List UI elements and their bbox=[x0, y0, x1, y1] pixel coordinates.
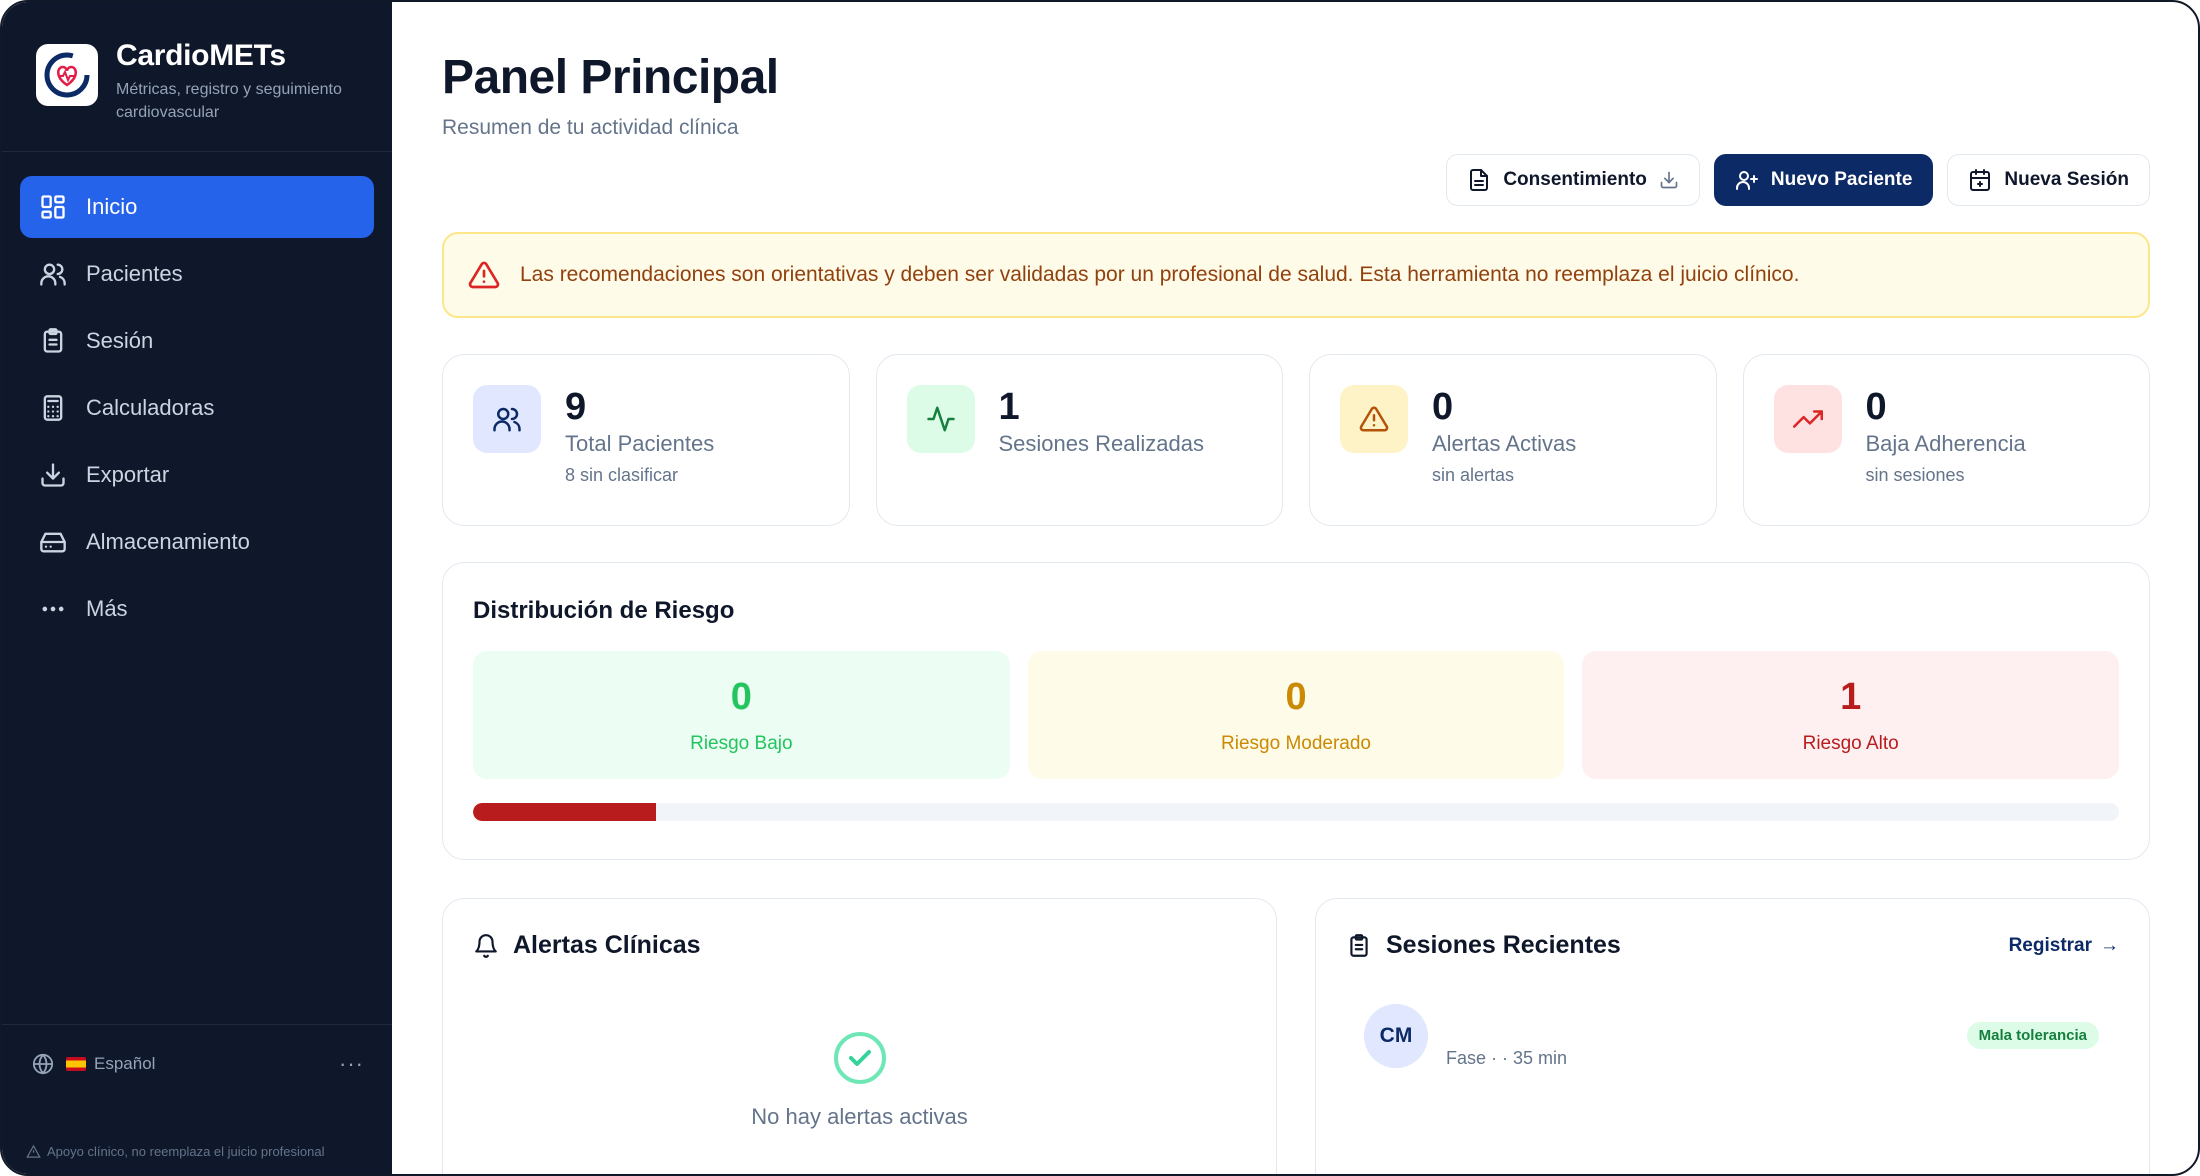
stat-sub: sin alertas bbox=[1432, 465, 1515, 485]
risk-moderate-box[interactable]: 0 Riesgo Moderado bbox=[1027, 651, 1565, 779]
sidebar-item-label: Almacenamiento bbox=[86, 529, 250, 554]
risk-high-label: Riesgo Alto bbox=[1802, 733, 1899, 754]
sidebar-item-almacenamiento[interactable]: Almacenamiento bbox=[20, 511, 374, 573]
main-content: Panel Principal Resumen de tu actividad … bbox=[392, 2, 2198, 1174]
stat-value: 9 bbox=[565, 386, 587, 428]
download-icon bbox=[38, 460, 68, 490]
hard-drive-icon bbox=[38, 527, 68, 557]
risk-low-label: Riesgo Bajo bbox=[690, 733, 793, 754]
page-subtitle: Resumen de tu actividad clínica bbox=[442, 116, 739, 139]
disclaimer-banner: Las recomendaciones son orientativas y d… bbox=[442, 232, 2150, 318]
sessions-title: Sesiones Recientes bbox=[1386, 931, 1621, 959]
spain-flag-icon bbox=[66, 1057, 86, 1071]
stat-sub: sin sesiones bbox=[1865, 465, 1965, 485]
alerts-title: Alertas Clínicas bbox=[513, 931, 701, 959]
header-actions: Consentimiento Nuevo Paciente Nueva Sesi… bbox=[442, 154, 2150, 206]
language-label: Español bbox=[94, 1054, 156, 1073]
stats-row: 9 Total Pacientes 8 sin clasificar 1 Ses… bbox=[442, 354, 2150, 526]
brand-name: CardioMETs bbox=[116, 39, 286, 72]
brand: CardioMETs Métricas, registro y seguimie… bbox=[2, 2, 392, 152]
stat-label: Alertas Activas bbox=[1432, 431, 1577, 456]
disclaimer-text: Las recomendaciones son orientativas y d… bbox=[520, 263, 1800, 286]
user-plus-icon bbox=[1735, 171, 1758, 190]
brand-tagline: Métricas, registro y seguimiento cardiov… bbox=[116, 81, 342, 121]
tolerance-badge: Mala tolerancia bbox=[1966, 1022, 2099, 1049]
risk-low-value: 0 bbox=[730, 676, 752, 718]
sidebar: CardioMETs Métricas, registro y seguimie… bbox=[2, 2, 392, 1174]
recent-sessions-panel: Sesiones Recientes Registrar → CM Fase ·… bbox=[1315, 898, 2150, 1174]
more-icon bbox=[38, 594, 68, 624]
check-circle-icon bbox=[833, 1032, 886, 1084]
sidebar-item-label: Exportar bbox=[86, 462, 170, 487]
sidebar-item-label: Sesión bbox=[86, 328, 154, 353]
stat-card-alerts[interactable]: 0 Alertas Activas sin alertas bbox=[1309, 354, 1717, 526]
empty-alerts-text: No hay alertas activas bbox=[751, 1104, 968, 1129]
risk-progress-bar bbox=[473, 803, 2119, 821]
stat-value: 1 bbox=[998, 386, 1020, 428]
dashboard-icon bbox=[38, 192, 68, 222]
new-patient-button[interactable]: Nuevo Paciente bbox=[1713, 154, 1934, 206]
stat-label: Sesiones Realizadas bbox=[998, 431, 1204, 456]
risk-high-value: 1 bbox=[1840, 676, 1862, 718]
new-session-button[interactable]: Nueva Sesión bbox=[1947, 154, 2150, 206]
clipboard-icon bbox=[38, 326, 68, 356]
stat-label: Baja Adherencia bbox=[1865, 431, 2026, 456]
risk-high-box[interactable]: 1 Riesgo Alto bbox=[1582, 651, 2120, 779]
consent-button[interactable]: Consentimiento bbox=[1446, 154, 1700, 206]
stat-card-total-patients[interactable]: 9 Total Pacientes 8 sin clasificar bbox=[442, 354, 850, 526]
session-meta: Fase · · 35 min bbox=[1446, 1048, 1568, 1068]
risk-high-fill bbox=[473, 803, 656, 821]
sidebar-footer: Español ··· bbox=[2, 1024, 392, 1077]
warning-icon bbox=[1340, 385, 1408, 453]
users-icon bbox=[473, 385, 541, 453]
sidebar-item-inicio[interactable]: Inicio bbox=[20, 176, 374, 238]
stat-sub: 8 sin clasificar bbox=[565, 465, 679, 485]
risk-moderate-label: Riesgo Moderado bbox=[1221, 733, 1371, 754]
sidebar-item-pacientes[interactable]: Pacientes bbox=[20, 243, 374, 305]
more-options-icon[interactable]: ··· bbox=[339, 1051, 364, 1076]
risk-moderate-value: 0 bbox=[1285, 676, 1307, 718]
risk-title: Distribución de Riesgo bbox=[473, 597, 735, 624]
sidebar-item-label: Más bbox=[86, 596, 128, 621]
clinical-alerts-panel: Alertas Clínicas No hay alertas activas bbox=[442, 898, 1277, 1174]
sidebar-item-label: Calculadoras bbox=[86, 395, 215, 420]
risk-distribution-card: Distribución de Riesgo 0 Riesgo Bajo 0 R… bbox=[442, 562, 2150, 860]
sidebar-item-label: Pacientes bbox=[86, 261, 183, 286]
file-icon bbox=[1470, 169, 1489, 191]
register-link[interactable]: Registrar → bbox=[2008, 934, 2119, 956]
stat-label: Total Pacientes bbox=[565, 431, 715, 456]
download-icon bbox=[1660, 171, 1678, 189]
sidebar-item-exportar[interactable]: Exportar bbox=[20, 444, 374, 506]
users-icon bbox=[38, 259, 68, 289]
sidebar-item-sesion[interactable]: Sesión bbox=[20, 310, 374, 372]
bottom-panels: Alertas Clínicas No hay alertas activas … bbox=[442, 898, 2150, 1174]
activity-icon bbox=[906, 385, 975, 453]
avatar: CM bbox=[1364, 1003, 1428, 1068]
sidebar-disclaimer: Apoyo clínico, no reemplaza el juicio pr… bbox=[26, 1144, 325, 1159]
sidebar-item-mas[interactable]: Más bbox=[20, 578, 374, 640]
risk-low-box[interactable]: 0 Riesgo Bajo bbox=[473, 651, 1010, 779]
stat-card-sessions[interactable]: 1 Sesiones Realizadas bbox=[875, 354, 1283, 526]
sidebar-item-label: Inicio bbox=[86, 194, 138, 219]
stat-value: 0 bbox=[1432, 386, 1454, 428]
sidebar-nav: Inicio Pacientes Sesión Calculadoras Exp… bbox=[2, 152, 392, 640]
calendar-plus-icon bbox=[1970, 169, 1991, 191]
stat-value: 0 bbox=[1865, 386, 1887, 428]
clipboard-icon bbox=[1350, 933, 1368, 957]
warning-triangle-icon bbox=[468, 261, 500, 289]
trending-up-icon bbox=[1773, 385, 1842, 453]
language-selector[interactable]: Español bbox=[32, 1053, 155, 1075]
sidebar-item-calculadoras[interactable]: Calculadoras bbox=[20, 377, 374, 439]
calculator-icon bbox=[38, 393, 68, 423]
arrow-right-icon: → bbox=[2100, 934, 2119, 956]
bell-icon bbox=[475, 933, 497, 958]
session-row[interactable]: CM Fase · · 35 min Mala tolerancia bbox=[1346, 1002, 2119, 1069]
page-title: Panel Principal bbox=[442, 51, 779, 104]
stat-card-low-adherence[interactable]: 0 Baja Adherencia sin sesiones bbox=[1742, 354, 2150, 526]
logo-icon bbox=[36, 44, 98, 106]
globe-icon bbox=[32, 1053, 54, 1075]
warning-icon bbox=[26, 1144, 41, 1158]
